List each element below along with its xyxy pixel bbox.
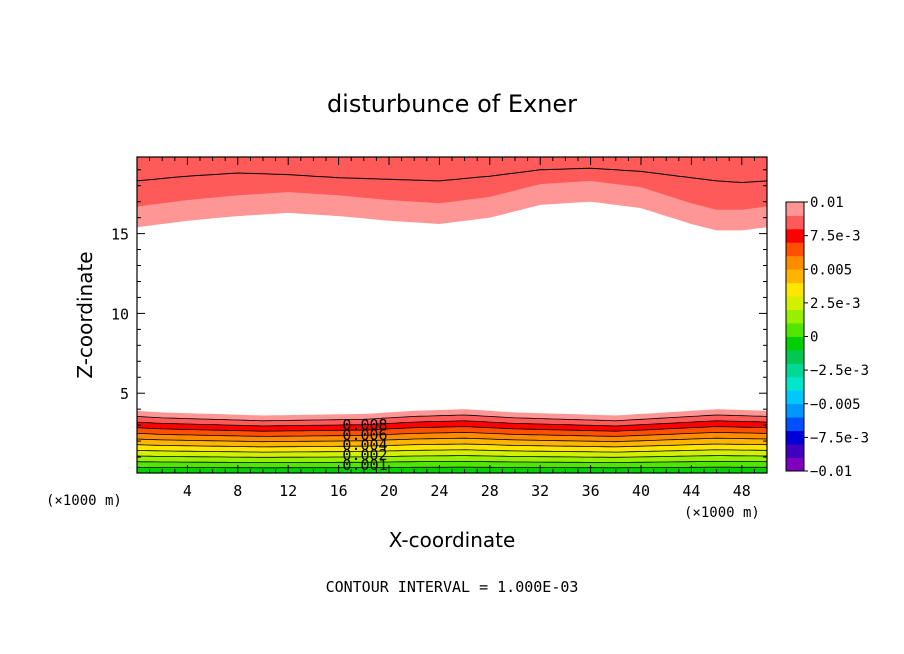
y-unit-label: (×1000 m) <box>684 505 760 521</box>
colorbar-swatch <box>786 376 804 391</box>
x-tick-label: 28 <box>481 482 499 500</box>
bottom-contour-line-2 <box>136 420 768 427</box>
bottom-contour-line-8 <box>136 455 767 458</box>
top-contour-line <box>136 167 768 184</box>
bottom-contour-line-6 <box>136 443 768 448</box>
colorbar-swatch <box>786 323 804 337</box>
colorbar-label: 2.5e-3 <box>810 296 861 312</box>
colorbar-swatch <box>786 228 804 243</box>
bottom-contour-line-4 <box>136 431 768 437</box>
colorbar-label: −2.5e-3 <box>810 363 869 379</box>
bottom-contour-line-3 <box>136 426 768 432</box>
y-tick-label: 10 <box>111 305 129 323</box>
chart-title: disturbunce of Exner <box>327 90 577 118</box>
x-unit-label: (×1000 m) <box>46 493 122 509</box>
colorbar-swatch <box>786 403 804 418</box>
x-tick-label: 24 <box>430 482 448 500</box>
x-tick-label: 20 <box>380 482 398 500</box>
contour-label: 0.001 <box>342 456 387 474</box>
colorbar-label: −7.5e-3 <box>810 430 869 446</box>
contour-label: 0.002 <box>342 446 387 464</box>
colorbar-swatch <box>786 457 804 472</box>
x-tick-label: 40 <box>632 482 650 500</box>
x-tick-label: 36 <box>582 482 600 500</box>
x-tick-label: 8 <box>233 482 242 500</box>
colorbar-swatch <box>786 349 804 364</box>
colorbar: 0.01 7.5e-3 0.005 2.5e-3 0 −2.5e-3 −0.005 −7.5e… <box>785 195 869 480</box>
colorbar-swatch <box>786 296 804 310</box>
bottom-contour-line-7 <box>136 449 768 453</box>
colorbar-swatch <box>786 444 804 458</box>
colorbar-swatch <box>786 255 804 270</box>
colorbar-swatch <box>786 309 804 324</box>
top-contour-fill-1 <box>137 157 767 210</box>
colorbar-label: 0.005 <box>810 262 852 278</box>
y-axis-label: Z-coordinate <box>73 251 97 378</box>
colorbar-swatch <box>786 336 804 351</box>
x-tick-label: 48 <box>733 482 751 500</box>
bottom-contour-line-1 <box>136 414 768 422</box>
contour-label: 0.006 <box>342 426 387 444</box>
contour-label: 0.008 <box>342 416 387 434</box>
y-ticks: 5 10 15 <box>111 169 767 458</box>
colorbar-label: −0.005 <box>810 397 861 413</box>
colorbar-swatch <box>786 390 804 405</box>
x-axis-label: X-coordinate <box>389 528 516 552</box>
colorbar-swatch <box>786 363 804 378</box>
bottom-contour-line-5 <box>136 437 768 443</box>
colorbar-swatch <box>786 282 804 297</box>
x-tick-label: 16 <box>330 482 348 500</box>
colorbar-swatch <box>786 215 804 230</box>
x-tick-label: 4 <box>183 482 192 500</box>
contour-label: 0.004 <box>342 436 387 454</box>
x-tick-label: 44 <box>682 482 700 500</box>
y-tick-label: 15 <box>111 226 129 244</box>
colorbar-swatch <box>786 202 804 216</box>
colorbar-label: 0.01 <box>810 195 844 211</box>
colorbar-label: 7.5e-3 <box>810 229 861 245</box>
colorbar-swatch <box>786 242 804 257</box>
colorbar-label: −0.01 <box>810 464 852 480</box>
bottom-contour-line-9 <box>136 461 768 464</box>
colorbar-swatch <box>786 430 804 445</box>
colorbar-swatch <box>786 269 804 284</box>
plot-area <box>136 156 768 474</box>
x-tick-label: 12 <box>279 482 297 500</box>
colorbar-swatch <box>786 417 804 432</box>
bottom-contour-line-10 <box>136 466 767 469</box>
x-tick-label: 32 <box>531 482 549 500</box>
x-ticks: 4 8 12 16 20 24 28 32 36 40 44 48 <box>149 157 755 500</box>
contour-interval-footer: CONTOUR INTERVAL = 1.000E-03 <box>326 578 579 596</box>
colorbar-label: 0 <box>810 330 818 346</box>
y-tick-label: 5 <box>120 385 129 403</box>
